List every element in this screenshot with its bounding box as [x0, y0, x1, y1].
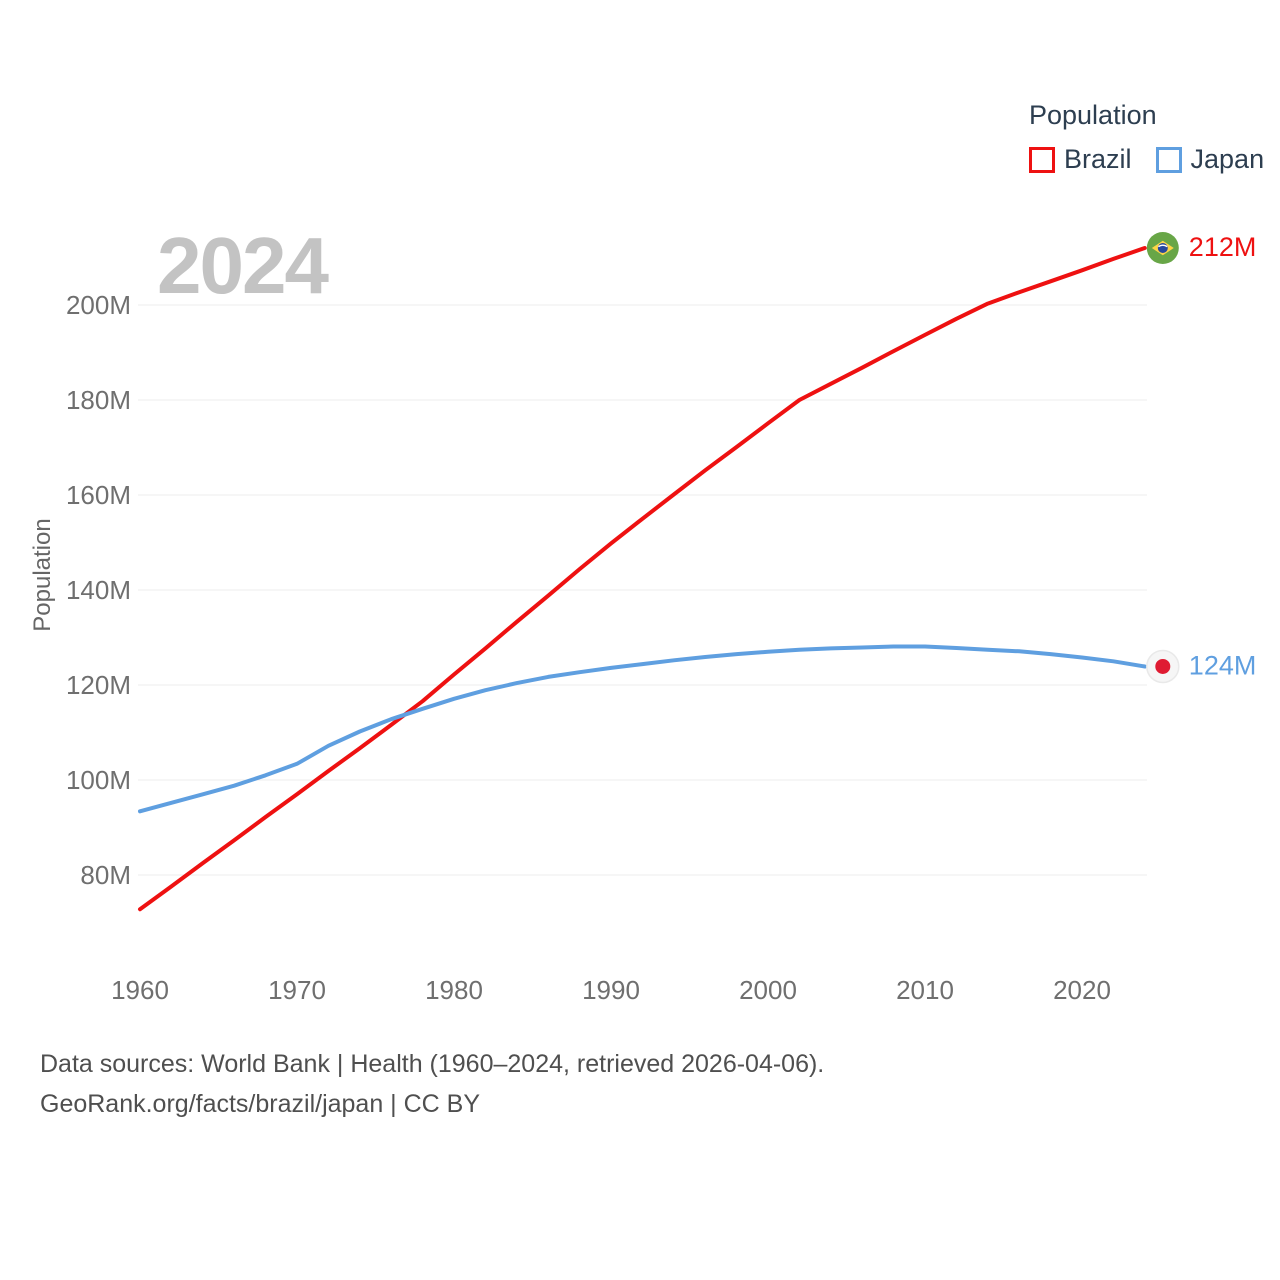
- x-tick-label: 1980: [425, 975, 483, 1005]
- x-tick-label: 1970: [268, 975, 326, 1005]
- japan-swatch-icon: [1155, 146, 1182, 173]
- y-tick-label: 160M: [66, 480, 131, 510]
- x-tick-label: 1990: [582, 975, 640, 1005]
- data-source-footer: Data sources: World Bank | Health (1960–…: [40, 1044, 824, 1124]
- x-tick-label: 2020: [1053, 975, 1111, 1005]
- legend-item-japan[interactable]: Japan: [1155, 144, 1265, 175]
- flag-red-sun: [1155, 658, 1171, 674]
- legend-items: Brazil Japan: [1029, 144, 1264, 175]
- footer-attribution-line: GeoRank.org/facts/brazil/japan | CC BY: [40, 1090, 481, 1118]
- legend-title: Population: [1029, 100, 1157, 130]
- x-tick-label: 2000: [739, 975, 797, 1005]
- brazil-line: [138, 246, 1147, 912]
- brazil-flag-icon: [1146, 232, 1179, 264]
- chart-legend: Population Brazil Japan: [1029, 100, 1264, 175]
- legend-item-brazil[interactable]: Brazil: [1029, 144, 1132, 175]
- y-tick-label: 80M: [80, 860, 131, 890]
- japan-end-label: 124M: [1189, 650, 1257, 680]
- y-tick-label: 140M: [66, 575, 131, 605]
- y-tick-label: 200M: [66, 290, 131, 320]
- japan-line: [138, 644, 1147, 814]
- x-tick-label: 2010: [896, 975, 954, 1005]
- brazil-swatch-icon: [1029, 146, 1055, 173]
- y-tick-label: 100M: [66, 765, 131, 795]
- y-tick-label: 180M: [66, 385, 131, 415]
- y-tick-label: 120M: [66, 670, 131, 700]
- brazil-end-label: 212M: [1189, 232, 1257, 262]
- legend-label-brazil: Brazil: [1064, 144, 1132, 174]
- year-watermark: 2024: [157, 221, 329, 310]
- x-tick-label: 1960: [111, 975, 169, 1005]
- y-axis-title: Population: [29, 518, 56, 632]
- footer-sources-line: Data sources: World Bank | Health (1960–…: [40, 1050, 825, 1078]
- flag-white-band: [1158, 244, 1168, 248]
- japan-flag-icon: [1146, 649, 1180, 684]
- legend-label-japan: Japan: [1190, 144, 1265, 174]
